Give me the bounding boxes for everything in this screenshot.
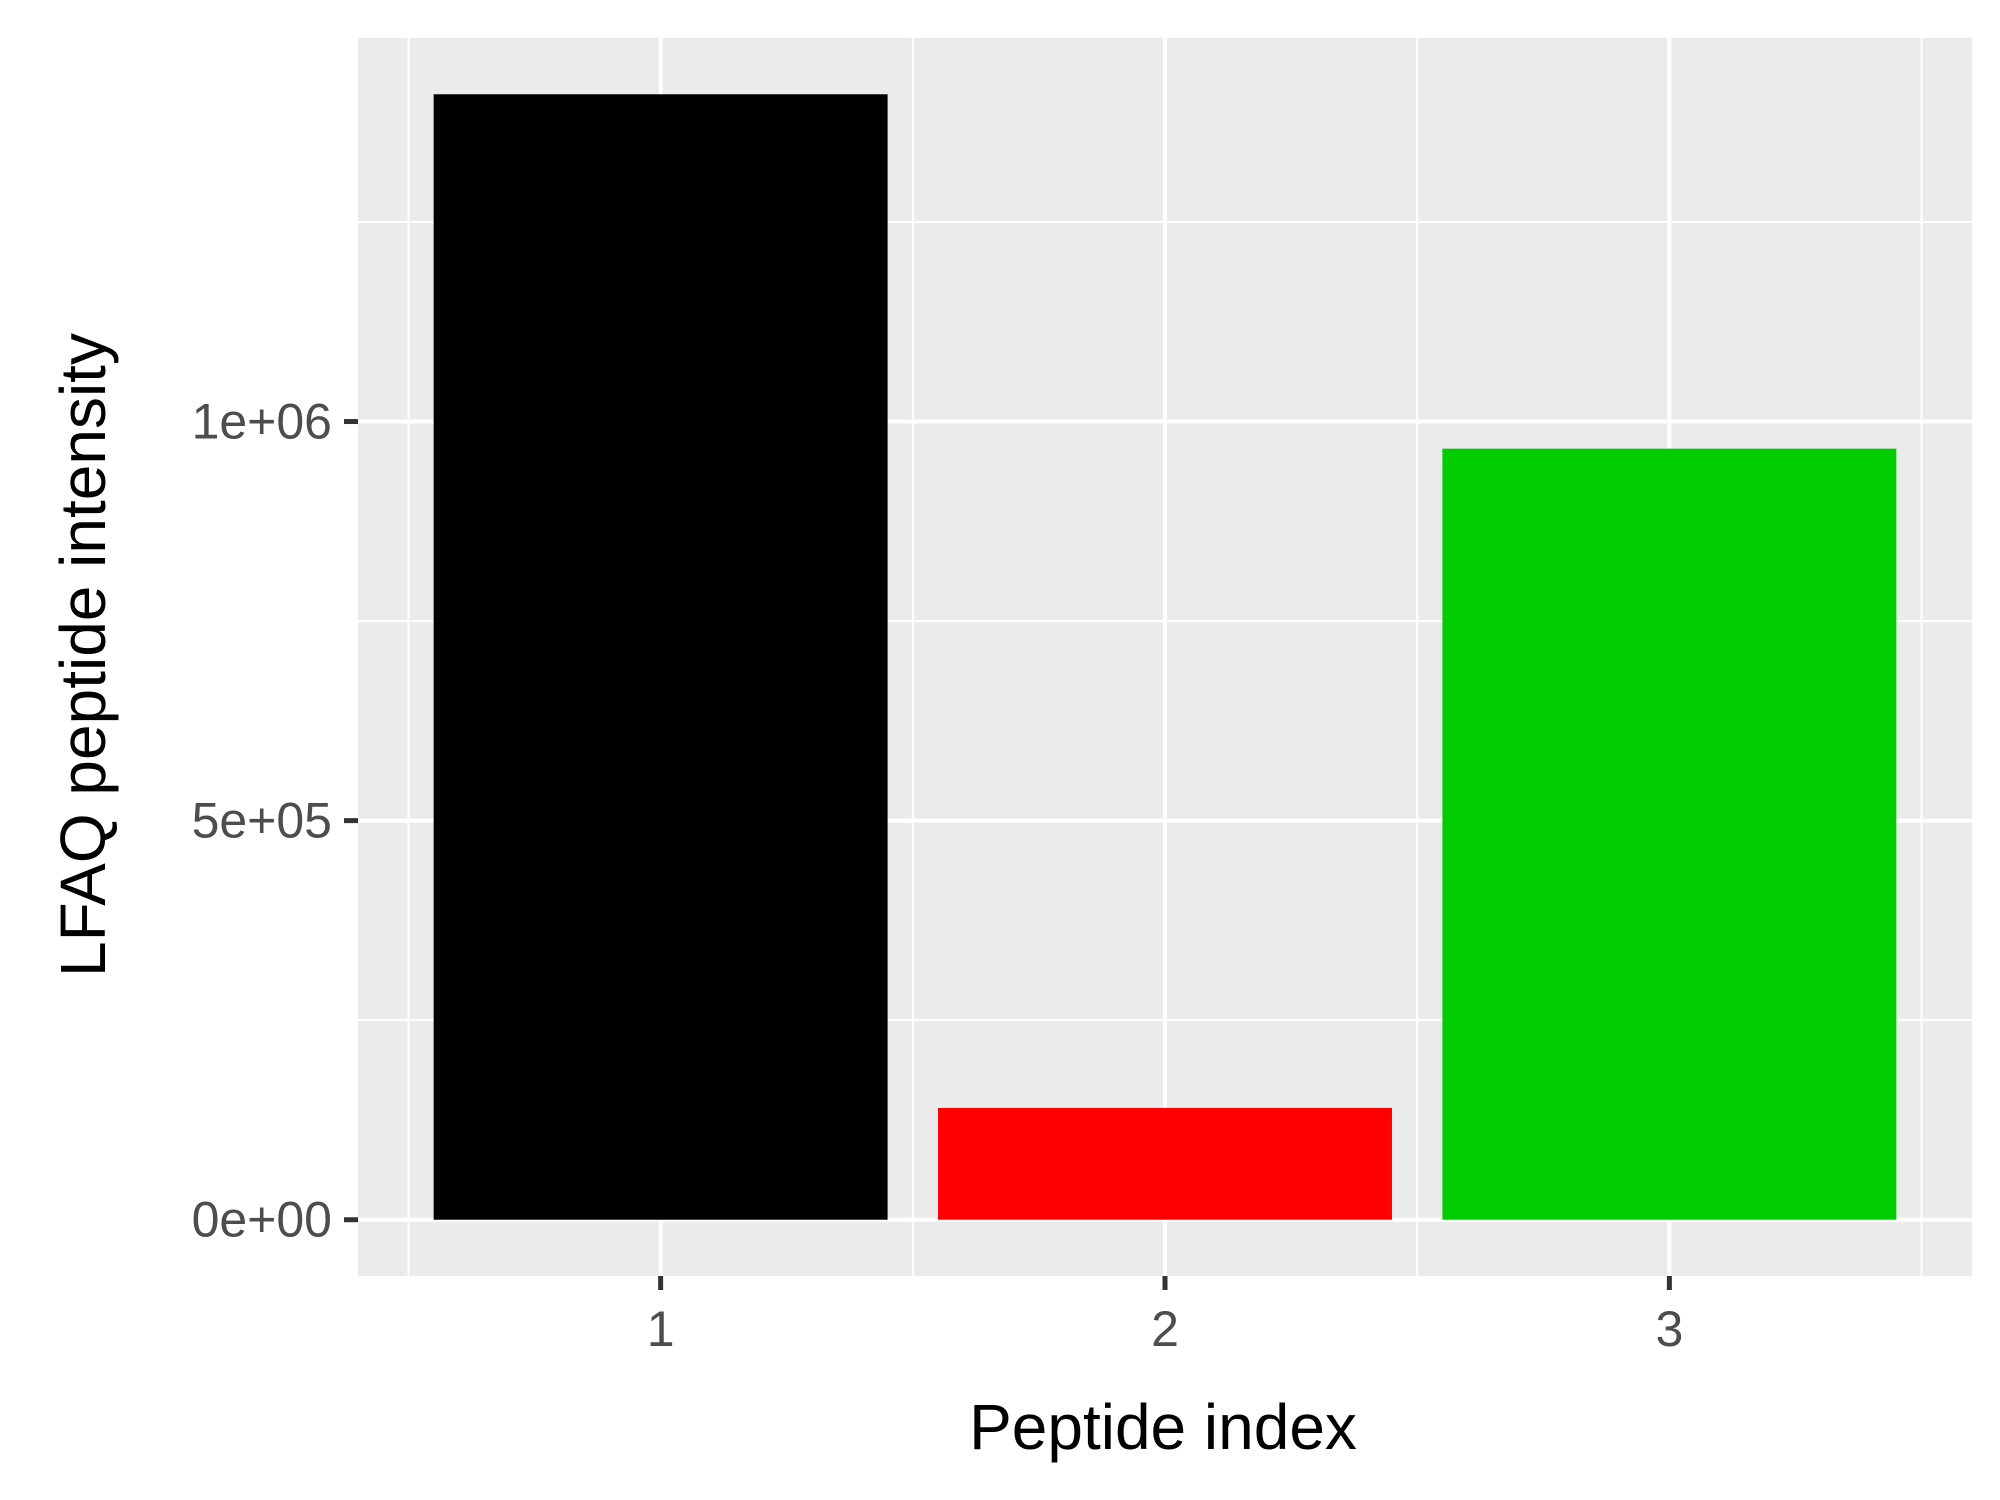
x-tick-label: 2 (1151, 1301, 1179, 1357)
bar-peptide-2 (938, 1107, 1392, 1220)
x-axis: 1 2 3 (647, 1276, 1683, 1357)
y-tick-label: 0e+00 (192, 1192, 332, 1248)
y-tick-label: 5e+05 (192, 793, 332, 849)
bar-peptide-3 (1442, 448, 1897, 1220)
x-tick-label: 1 (647, 1301, 675, 1357)
x-axis-title: Peptide index (969, 1391, 1357, 1463)
y-axis-title: LFAQ peptide intensity (47, 333, 119, 977)
x-tick-label: 3 (1655, 1301, 1683, 1357)
bars (433, 94, 1897, 1220)
bar-peptide-1 (433, 94, 888, 1220)
y-axis: 0e+00 5e+05 1e+06 (192, 394, 358, 1248)
y-tick-label: 1e+06 (192, 394, 332, 450)
